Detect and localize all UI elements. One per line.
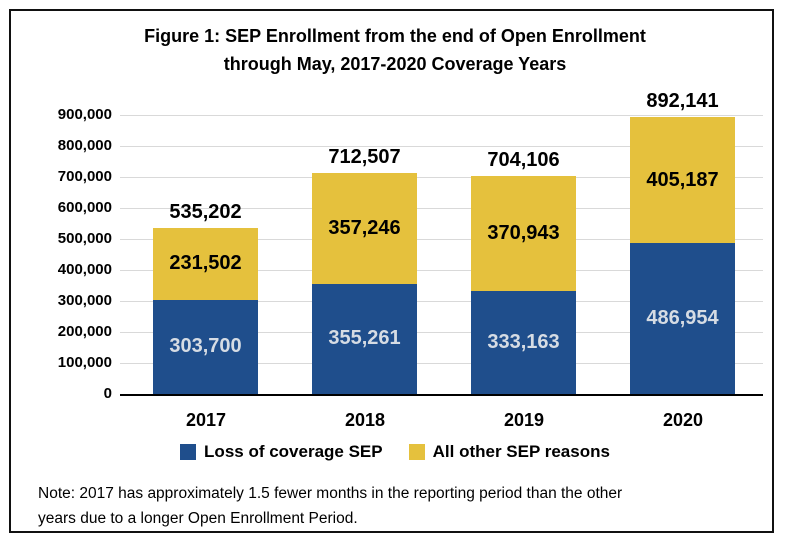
bar-segment-all-other-sep: 405,187 — [630, 117, 735, 244]
bar-segment-all-other-sep: 357,246 — [312, 173, 417, 284]
chart-title: Figure 1: SEP Enrollment from the end of… — [0, 22, 790, 78]
legend-label: Loss of coverage SEP — [204, 442, 383, 461]
bar-group-2019: 704,106 370,943 333,163 — [471, 149, 576, 394]
gridline — [120, 208, 763, 209]
bar-segment-loss-of-coverage: 355,261 — [312, 283, 417, 394]
gridline — [120, 115, 763, 116]
y-axis-tick-label: 600,000 — [57, 199, 112, 216]
gridline — [120, 301, 763, 302]
chart-legend: Loss of coverage SEP All other SEP reaso… — [0, 442, 790, 462]
gridline — [120, 239, 763, 240]
y-axis-tick-label: 300,000 — [57, 292, 112, 309]
bar-segment-all-other-sep: 370,943 — [471, 175, 576, 291]
bar-segment-loss-of-coverage: 333,163 — [471, 290, 576, 394]
x-axis-label-2017: 2017 — [185, 410, 227, 430]
y-axis-tick-label: 400,000 — [57, 261, 112, 278]
y-axis-tick-label: 100,000 — [57, 354, 112, 371]
figure-note: Note: 2017 has approximately 1.5 fewer m… — [38, 481, 748, 531]
bar-segment-loss-of-coverage: 303,700 — [153, 299, 258, 394]
bar-total-label: 712,507 — [328, 146, 401, 169]
legend-swatch-blue-icon — [180, 444, 197, 460]
y-axis-tick-label: 800,000 — [57, 137, 112, 154]
gridline — [120, 177, 763, 178]
x-axis-label-2018: 2018 — [344, 410, 386, 430]
figure-note-line1: Note: 2017 has approximately 1.5 fewer m… — [38, 485, 623, 502]
gridline — [120, 146, 763, 147]
legend-item-all-other-reasons: All other SEP reasons — [408, 442, 610, 462]
chart-title-line2: through May, 2017-2020 Coverage Years — [223, 54, 567, 74]
y-axis-tick-label: 200,000 — [57, 323, 112, 340]
x-axis-label-2020: 2020 — [662, 410, 704, 430]
legend-item-loss-of-coverage: Loss of coverage SEP — [180, 442, 383, 462]
x-axis-label-2019: 2019 — [503, 410, 545, 430]
y-axis-tick-label: 700,000 — [57, 168, 112, 185]
y-axis-tick-label: 500,000 — [57, 230, 112, 247]
bar-segment-loss-of-coverage: 486,954 — [630, 243, 735, 394]
bar-group-2020: 892,141 405,187 486,954 — [630, 90, 735, 394]
legend-swatch-gold-icon — [408, 444, 425, 460]
y-axis-tick-label: 900,000 — [57, 106, 112, 123]
y-axis-tick-label: 0 — [103, 385, 112, 402]
figure-note-line2: years due to a longer Open Enrollment Pe… — [38, 510, 358, 527]
bar-group-2017: 535,202 231,502 303,700 — [153, 201, 258, 394]
legend-label: All other SEP reasons — [432, 442, 610, 461]
bar-total-label: 535,202 — [169, 201, 242, 224]
gridline — [120, 332, 763, 333]
gridline — [120, 270, 763, 271]
chart-title-line1: Figure 1: SEP Enrollment from the end of… — [144, 26, 646, 46]
bar-group-2018: 712,507 357,246 355,261 — [312, 146, 417, 394]
bar-segment-all-other-sep: 231,502 — [153, 228, 258, 300]
bar-total-label: 892,141 — [646, 90, 719, 113]
plot-area: 535,202 231,502 303,700 712,507 357,246 … — [120, 90, 763, 396]
bar-total-label: 704,106 — [487, 148, 560, 171]
gridline — [120, 363, 763, 364]
